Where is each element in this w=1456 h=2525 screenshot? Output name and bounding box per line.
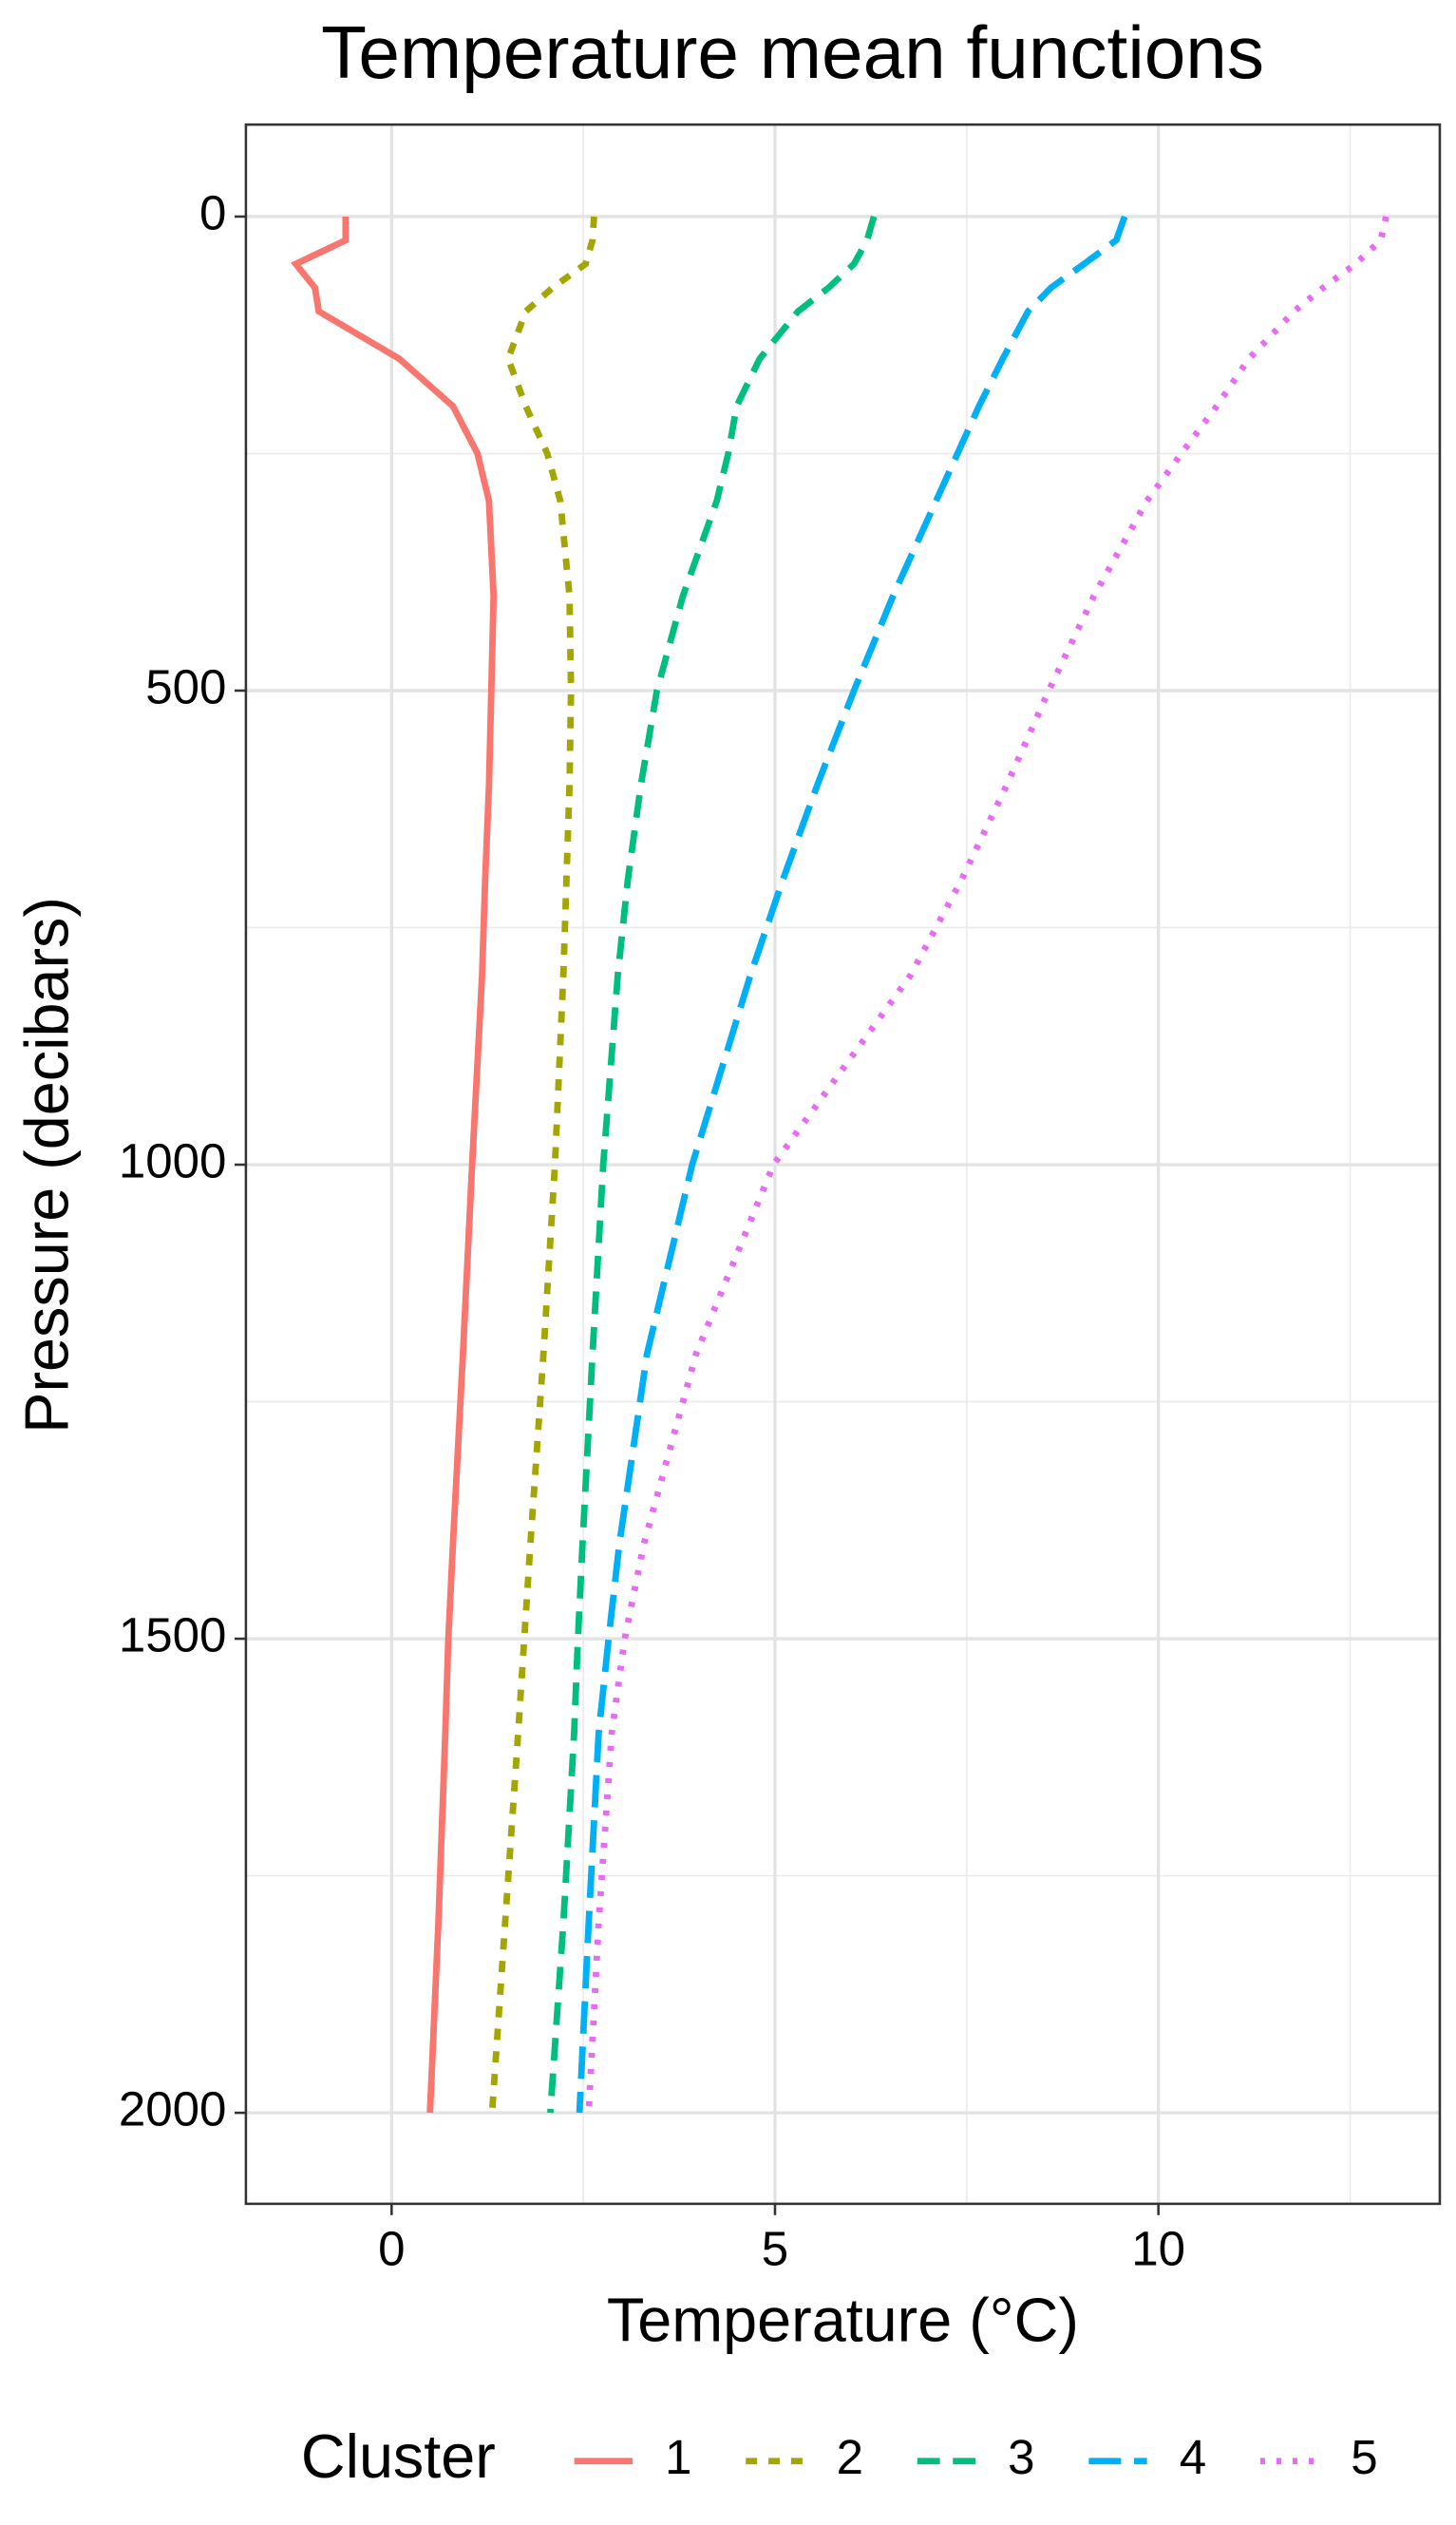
- series-line: [576, 215, 1128, 2114]
- y-tick-label: 2000: [119, 2082, 227, 2136]
- legend-label: 3: [1008, 2430, 1034, 2484]
- legend-label: 5: [1351, 2430, 1377, 2484]
- y-axis-label: Pressure (decibars): [12, 897, 82, 1433]
- panel-border: [244, 123, 1442, 2206]
- legend-label: 2: [837, 2430, 863, 2484]
- y-tick-label: 0: [199, 185, 226, 239]
- series-line: [547, 216, 878, 2114]
- y-tick-label: 1000: [119, 1134, 227, 1188]
- x-tick-label: 5: [762, 2221, 788, 2275]
- y-tick-label: 500: [145, 659, 226, 713]
- legend-label: 1: [665, 2430, 691, 2484]
- series-line: [291, 216, 498, 2114]
- x-tick-label: 0: [378, 2221, 405, 2275]
- series-line: [488, 216, 597, 2114]
- y-tick-label: 1500: [119, 1608, 227, 1662]
- x-axis-label: Temperature (°C): [607, 2286, 1079, 2355]
- legend-title: Cluster: [301, 2421, 496, 2491]
- chart-title: Temperature mean functions: [321, 10, 1264, 94]
- legend-label: 4: [1180, 2430, 1206, 2484]
- x-tick-label: 10: [1131, 2221, 1185, 2275]
